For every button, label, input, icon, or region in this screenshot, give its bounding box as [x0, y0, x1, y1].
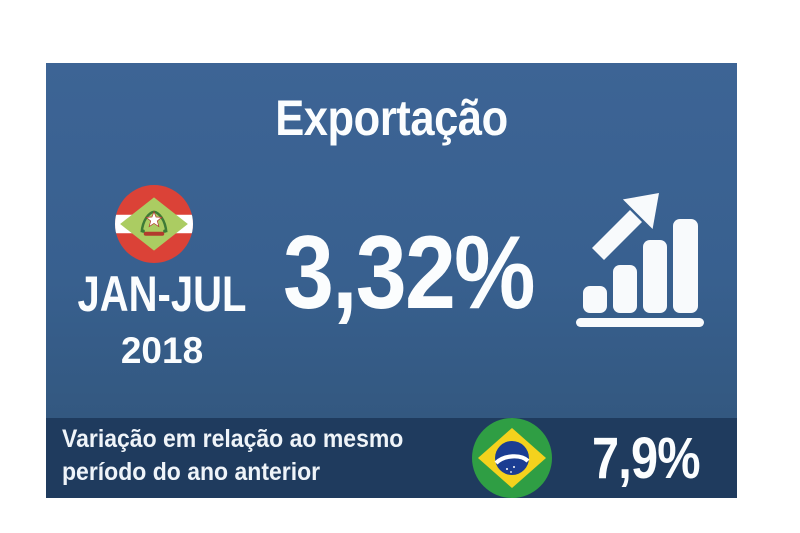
page-title: Exportação [275, 90, 508, 146]
brazil-flag-icon [472, 418, 552, 498]
year-label: 2018 [120, 330, 204, 371]
footer-note: Variação em relação ao mesmo período do … [62, 423, 403, 489]
export-variation-value: 3,32% [283, 215, 535, 331]
main-panel: Exportação JAN-JUL 2018 3,32% [46, 63, 737, 418]
period-label: JAN-JUL [77, 266, 247, 322]
brazil-variation-value: 7,9% [592, 426, 701, 491]
footer-note-line1: Variação em relação ao mesmo [62, 425, 404, 453]
footer-strip: Variação em relação ao mesmo período do … [46, 418, 737, 498]
footer-note-line2: período do ano anterior [62, 458, 321, 486]
santa-catarina-flag-icon [115, 185, 193, 263]
bar-chart-rising-arrow-icon [576, 193, 704, 327]
